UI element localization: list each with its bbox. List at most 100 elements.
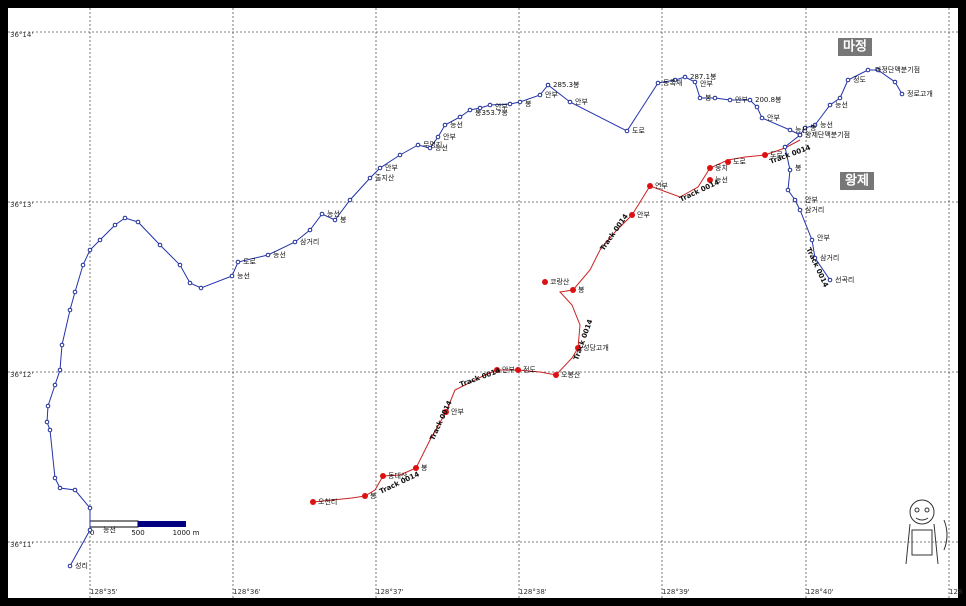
track-point [57,485,63,491]
waypoint-label: 정도 [523,365,536,374]
waypoint-label: 능선 [273,250,286,259]
track-point [792,197,798,203]
track-point [45,403,51,409]
waypoint [762,152,768,158]
track-point [837,95,843,101]
lon-label: 128°38' [519,588,547,596]
waypoint-label: 삼거리 [820,253,839,262]
track-point [292,239,298,245]
waypoint [629,212,635,218]
waypoint-label: 봉 [705,94,712,102]
waypoint-label: 285.3봉 [553,81,580,89]
track-point [797,132,803,138]
track-point [809,237,815,243]
track-point [865,67,871,73]
track-point [87,527,93,533]
waypoint-label: 선곡리 [835,275,854,284]
map-canvas [8,8,958,598]
track-point [812,122,818,128]
track-point [787,127,793,133]
waypoint-label: 안부 [575,97,588,106]
track-point [747,97,753,103]
track-point [875,67,881,73]
track-point [892,79,898,85]
waypoint [542,279,548,285]
waypoint-label: 오천리 [318,497,337,506]
waypoint-label: 봉 [578,286,585,294]
lon-label: 128°40' [806,588,834,596]
waypoint-label: 능선 [835,100,848,109]
waypoint [310,499,316,505]
track-point [157,242,163,248]
waypoint-label: 안부 [735,95,748,104]
scale-label: 1000 m [173,529,200,537]
track-point [97,237,103,243]
waypoint-label: 봉 [370,492,377,500]
track-point [307,227,313,233]
lat-label: 36°13' [10,201,33,209]
waypoint [575,345,581,351]
track-point [59,342,65,348]
waypoint-label: 오봉산 [561,370,581,379]
track-point [517,99,523,105]
waypoint-label: 무명지 [423,140,442,149]
waypoint-label: 도로 [770,151,783,159]
track-point [802,125,808,131]
waypoint-label: 봉 [810,124,817,132]
track-point [754,104,760,110]
lon-label: 128°36' [233,588,261,596]
region-label: 마정 [843,39,867,55]
track-point [47,427,53,433]
track-point [697,95,703,101]
track-point [87,505,93,511]
red-track [312,139,801,503]
blue-track [46,69,903,567]
waypoint-label: 봉 [340,216,347,224]
waypoint-label: 능선 [237,271,250,280]
track-point [477,105,483,111]
waypoint-label: 정도 [853,75,866,84]
waypoint-label: 도로 [733,158,746,166]
track-point [367,175,373,181]
waypoint-label: 능선 [820,120,833,129]
track-point [712,95,718,101]
track-point [442,122,448,128]
waypoint [380,473,386,479]
track-point [72,289,78,295]
track-point [427,145,433,151]
track-point [682,74,688,80]
track-point [52,475,58,481]
waypoint-label: 안부 [637,210,650,219]
region-badge [840,172,874,190]
waypoint [515,367,521,373]
track-point [72,487,78,493]
track-point [827,102,833,108]
track-point [624,128,630,134]
track-point [397,152,403,158]
track-point [67,307,73,313]
waypoint-label: 200.8봉 [755,96,782,104]
track-point [235,259,241,265]
track-point [545,82,551,88]
waypoint-label: 능선 [795,125,808,134]
track-point [812,255,818,261]
mascot [905,499,948,565]
waypoint-label: 삼거리 [300,237,319,246]
waypoint [647,183,653,189]
track-point [727,97,733,103]
waypoint-label: 안부 [385,163,398,172]
track-point [52,382,58,388]
waypoint-label: 능선 [435,143,448,152]
waypoint-label: 동록재 [663,79,682,87]
track-point [785,187,791,193]
waypoint [707,177,713,183]
region-label: 왕제 [845,174,869,189]
scale-label: 500 [131,529,144,537]
track-point [457,114,463,120]
track-point [899,91,905,97]
lon-label: 128 [949,588,962,596]
track-point [692,79,698,85]
track-point [347,197,353,203]
track-point [122,215,128,221]
